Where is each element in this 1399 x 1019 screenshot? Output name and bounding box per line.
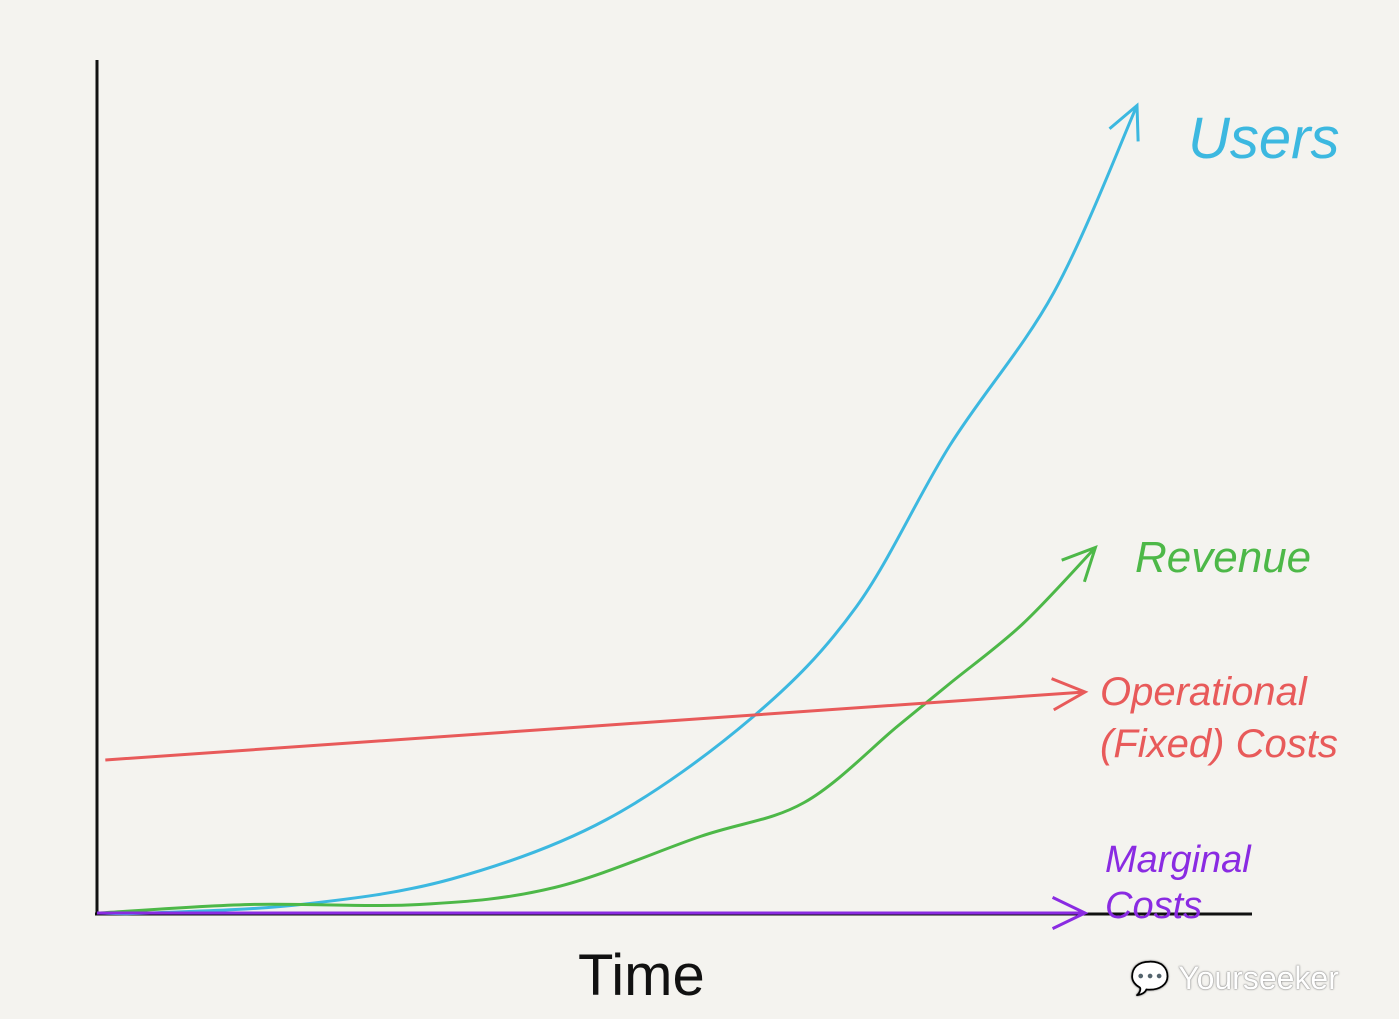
series-label-1: Revenue: [1135, 533, 1311, 582]
series-label-0: Users: [1188, 106, 1339, 171]
arrowhead-3: [1051, 895, 1089, 931]
series-line-1: [100, 546, 1097, 915]
series-label-2: Operational: [1100, 670, 1308, 714]
x-axis-label: Time: [578, 943, 705, 1008]
arrowhead-2: [1051, 677, 1089, 712]
series-line-0: [100, 104, 1139, 916]
watermark-text: Yourseeker: [1178, 960, 1339, 996]
arrowhead-0: [1108, 102, 1140, 142]
watermark: 💬 Yourseeker: [1130, 960, 1339, 996]
series-label-3: Costs: [1105, 885, 1202, 927]
series-label-3: Marginal: [1105, 839, 1252, 881]
series-line-2: [105, 690, 1086, 762]
arrowhead-1: [1061, 545, 1098, 583]
series-label-2: (Fixed) Costs: [1100, 722, 1338, 766]
